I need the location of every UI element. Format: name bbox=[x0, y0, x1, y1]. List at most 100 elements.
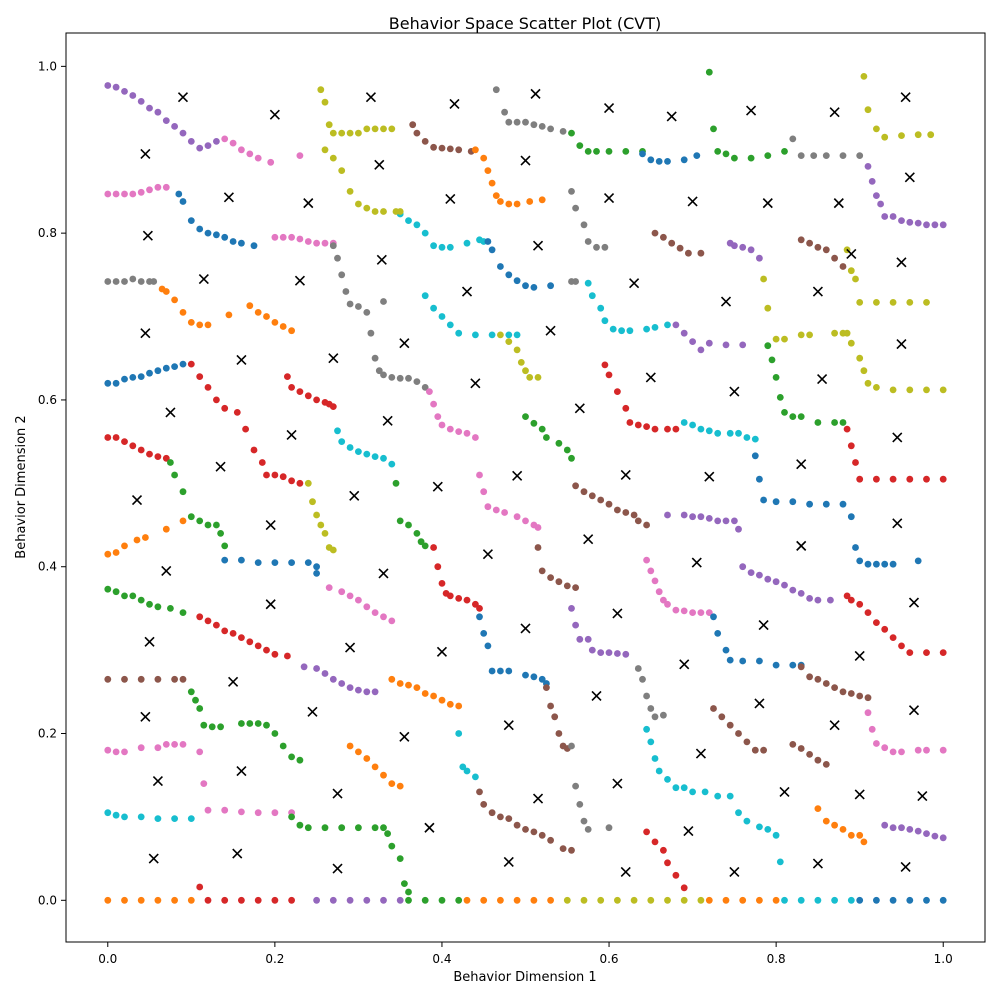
data-point bbox=[129, 592, 137, 600]
data-point bbox=[355, 596, 362, 604]
series-15 bbox=[426, 388, 479, 441]
data-point bbox=[112, 549, 120, 556]
data-point bbox=[459, 763, 467, 771]
series-5 bbox=[104, 360, 304, 487]
data-point bbox=[484, 167, 492, 175]
centroid-marker bbox=[378, 568, 389, 579]
series-59 bbox=[797, 236, 847, 270]
data-point bbox=[238, 239, 245, 247]
data-point bbox=[329, 154, 337, 162]
data-point bbox=[797, 413, 805, 420]
data-point bbox=[179, 129, 187, 137]
data-point bbox=[555, 578, 563, 586]
data-point bbox=[150, 278, 158, 285]
data-point bbox=[572, 584, 579, 591]
data-point bbox=[547, 125, 554, 133]
centroid-marker bbox=[796, 459, 807, 470]
data-point bbox=[651, 755, 659, 762]
data-point bbox=[238, 808, 245, 816]
centroid-marker bbox=[620, 469, 631, 481]
data-point bbox=[363, 125, 371, 133]
data-point bbox=[162, 741, 170, 748]
data-point bbox=[881, 821, 889, 829]
data-point bbox=[664, 321, 671, 329]
data-point bbox=[839, 263, 847, 270]
data-point bbox=[384, 830, 391, 837]
centroid-marker bbox=[908, 597, 920, 608]
series-23 bbox=[288, 813, 412, 896]
data-point bbox=[764, 342, 772, 350]
data-point bbox=[438, 243, 446, 251]
data-point bbox=[751, 435, 759, 443]
data-point bbox=[538, 196, 546, 204]
centroid-marker bbox=[449, 98, 460, 109]
data-point bbox=[121, 375, 128, 383]
data-point bbox=[334, 427, 341, 435]
centroid-marker bbox=[758, 620, 769, 631]
data-point bbox=[179, 198, 187, 205]
x-tick-label: 0.4 bbox=[432, 952, 451, 966]
data-point bbox=[839, 152, 847, 160]
centroid-marker bbox=[382, 415, 393, 426]
data-point bbox=[380, 771, 387, 779]
centroid-marker bbox=[812, 858, 823, 869]
data-point bbox=[584, 148, 592, 155]
data-point bbox=[923, 475, 930, 483]
data-point bbox=[576, 142, 584, 150]
data-point bbox=[346, 684, 354, 691]
data-point bbox=[614, 650, 621, 657]
data-point bbox=[296, 388, 304, 395]
data-point bbox=[643, 325, 650, 333]
series-41 bbox=[601, 361, 680, 433]
data-point bbox=[881, 744, 889, 752]
data-point bbox=[747, 246, 755, 254]
data-point bbox=[430, 544, 437, 551]
data-point bbox=[605, 148, 613, 155]
data-point bbox=[588, 492, 596, 500]
series-45 bbox=[643, 556, 713, 616]
data-point bbox=[605, 500, 613, 508]
data-point bbox=[413, 221, 421, 229]
data-point bbox=[329, 403, 337, 410]
centroid-marker bbox=[142, 230, 153, 241]
data-point bbox=[484, 503, 492, 511]
data-point bbox=[639, 675, 646, 683]
data-point bbox=[923, 221, 930, 229]
series-43 bbox=[643, 725, 688, 792]
data-point bbox=[664, 511, 671, 519]
data-point bbox=[568, 129, 575, 137]
data-point bbox=[346, 742, 354, 750]
data-point bbox=[363, 309, 371, 316]
data-point bbox=[781, 409, 788, 416]
series-18 bbox=[325, 584, 396, 625]
data-point bbox=[555, 439, 563, 447]
data-point bbox=[906, 218, 914, 226]
data-point bbox=[196, 517, 204, 525]
data-point bbox=[814, 419, 822, 426]
data-point bbox=[751, 746, 759, 754]
data-point bbox=[137, 278, 145, 285]
data-point bbox=[179, 517, 187, 525]
data-point bbox=[363, 204, 371, 212]
data-point bbox=[731, 154, 738, 162]
data-point bbox=[154, 896, 162, 904]
data-point bbox=[154, 367, 162, 375]
centroid-marker bbox=[532, 240, 544, 251]
data-point bbox=[739, 896, 747, 904]
series-28 bbox=[476, 788, 575, 854]
data-point bbox=[889, 748, 897, 756]
data-point bbox=[213, 138, 220, 145]
data-point bbox=[217, 530, 225, 537]
data-point bbox=[321, 146, 329, 154]
data-point bbox=[271, 809, 279, 817]
data-point bbox=[781, 148, 788, 155]
data-point bbox=[710, 613, 717, 621]
data-point bbox=[705, 427, 713, 435]
data-point bbox=[726, 792, 734, 800]
data-point bbox=[522, 671, 529, 679]
centroid-marker bbox=[645, 372, 656, 383]
series-66 bbox=[847, 513, 922, 568]
data-point bbox=[313, 665, 320, 672]
data-point bbox=[254, 896, 262, 904]
